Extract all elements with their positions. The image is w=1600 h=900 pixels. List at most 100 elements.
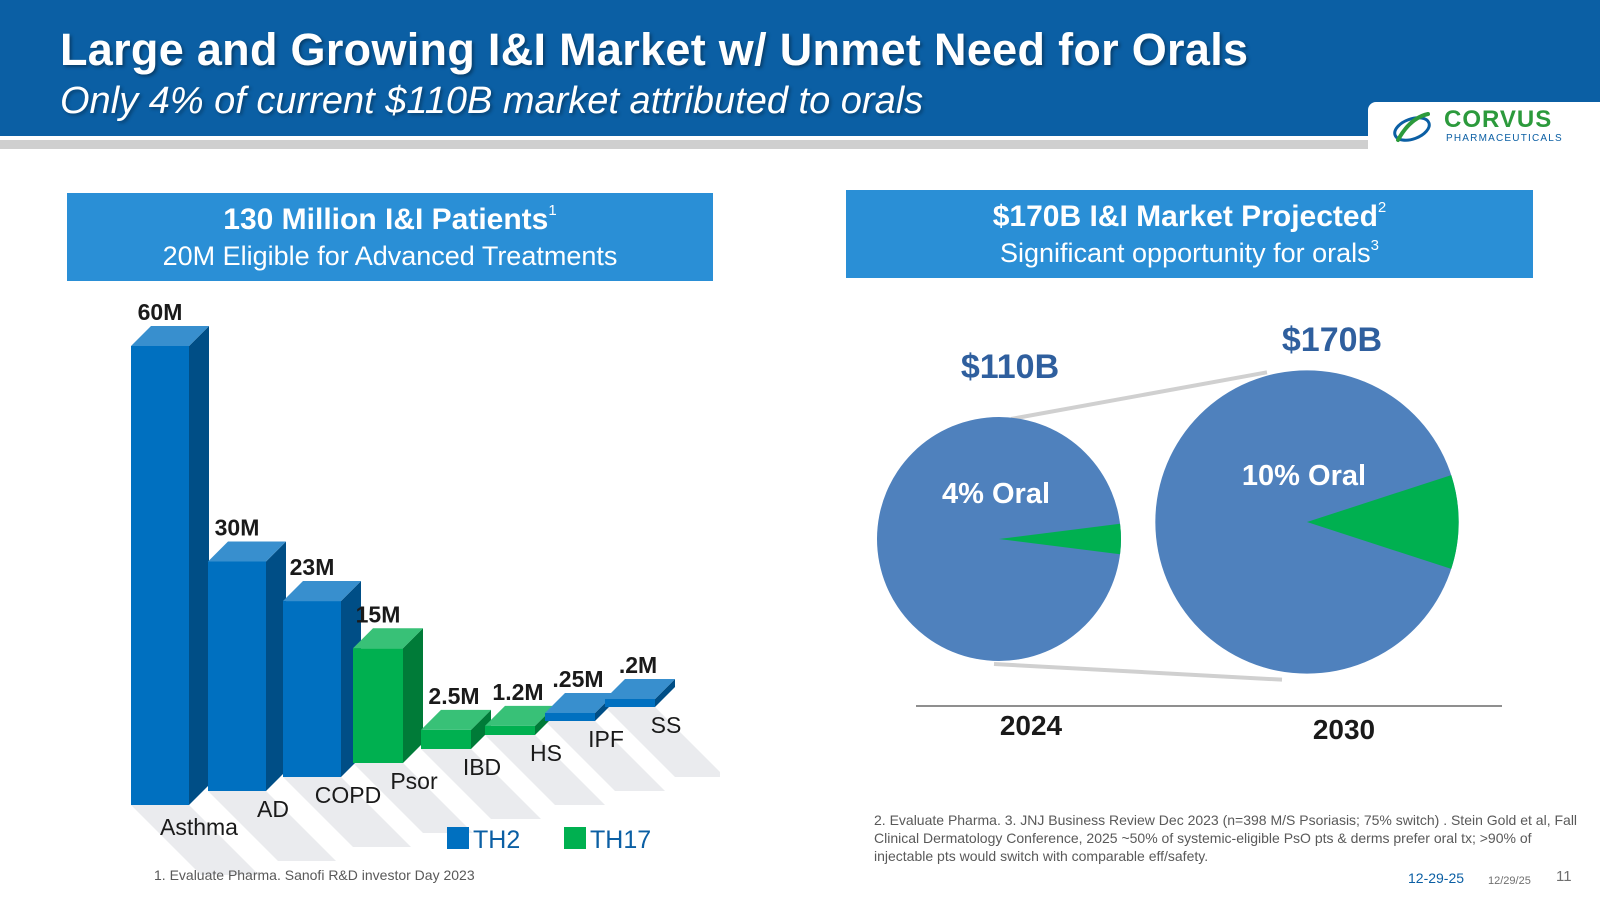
bar-top <box>353 628 423 649</box>
legend-item-th17: TH17 <box>564 826 651 854</box>
bar-psor <box>353 628 423 763</box>
pie-slice-oral <box>1307 475 1459 569</box>
bar-front <box>605 699 655 707</box>
bar-category-label: IBD <box>463 754 501 780</box>
footnote-ref-3: 3 <box>1370 237 1380 254</box>
pie-total-label: $170B <box>1282 321 1382 359</box>
bar-legend: TH2 TH17 <box>447 826 651 854</box>
page-number: 11 <box>1556 868 1572 885</box>
patients-banner-subtitle: 20M Eligible for Advanced Treatments <box>162 241 618 271</box>
bar-ad <box>208 541 286 791</box>
pie-2030: 10% Oral <box>1155 370 1459 674</box>
legend-label: TH17 <box>590 826 651 854</box>
pie-total-label: $110B <box>961 348 1059 386</box>
bar-side <box>655 679 675 707</box>
bar-category-label: IPF <box>588 726 624 752</box>
header-divider <box>0 140 1600 149</box>
bar-side <box>403 628 423 763</box>
bar-value-label: .2M <box>619 652 657 678</box>
bar-front <box>353 648 403 763</box>
patients-banner: 130 Million I&I Patients1 20M Eligible f… <box>67 193 713 281</box>
pie-year-label: 2030 <box>1313 714 1375 745</box>
bar-side <box>266 541 286 791</box>
bar-value-label: 30M <box>215 515 260 541</box>
bar-value-label: 60M <box>138 299 183 325</box>
bar-category-label: HS <box>530 740 562 766</box>
bar-front <box>421 729 471 749</box>
market-banner: $170B I&I Market Projected2 Significant … <box>846 190 1533 278</box>
legend-item-th2: TH2 <box>447 826 520 854</box>
market-banner-title: $170B I&I Market Projected <box>992 200 1378 233</box>
bar-value-labels: 60M 30M 23M 15M 2.5M 1.2M .25M .2M <box>138 299 658 709</box>
bar-ipf <box>545 693 615 721</box>
bar-shadow <box>208 791 336 861</box>
bar-value-label: 1.2M <box>492 679 543 705</box>
bar-front <box>485 725 535 735</box>
pie-2024: 4% Oral <box>877 417 1121 661</box>
bar-front <box>208 561 266 791</box>
patients-banner-title: 130 Million I&I Patients <box>223 203 549 236</box>
bars <box>131 326 675 805</box>
legend-label: TH2 <box>473 826 520 854</box>
bar-value-label: 2.5M <box>428 683 479 709</box>
bar-shadow <box>131 805 259 875</box>
bar-shadow <box>421 749 541 819</box>
bar-top <box>131 326 209 346</box>
bar-shadows <box>131 707 720 875</box>
bar-top <box>421 709 491 730</box>
connector-top <box>1010 370 1268 421</box>
market-banner-subtitle: Significant opportunity for orals <box>999 238 1371 268</box>
logo-wordmark: CORVUS <box>1444 106 1553 133</box>
footnote-left: 1. Evaluate Pharma. Sanofi R&D investor … <box>154 867 475 883</box>
legend-swatch <box>564 827 586 849</box>
pie-oral-label: 4% Oral <box>942 478 1050 510</box>
bar-shadow <box>605 707 720 777</box>
slide-subtitle: Only 4% of current $110B market attribut… <box>60 80 924 122</box>
bar-ibd <box>421 709 491 749</box>
slide-title: Large and Growing I&I Market w/ Unmet Ne… <box>60 24 1249 75</box>
bar-category-label: SS <box>651 712 682 738</box>
bar-category-label: Asthma <box>160 814 238 840</box>
pie-slice-oral <box>999 523 1121 555</box>
bar-value-label: 15M <box>356 601 401 627</box>
bar-shadow <box>545 721 665 791</box>
corvus-logo-icon <box>1393 112 1431 142</box>
bar-front <box>283 601 341 777</box>
bar-category-labels: Asthma AD COPD Psor IBD HS IPF SS <box>160 712 681 840</box>
footnote-right: 2. Evaluate Pharma. 3. JNJ Business Revi… <box>874 812 1578 864</box>
bar-front <box>545 713 595 721</box>
bar-side <box>189 326 209 805</box>
connector-bottom <box>993 662 1283 682</box>
footnote-ref-2: 2 <box>1377 199 1387 216</box>
bar-top <box>545 693 615 713</box>
patients-bar-chart: 60M 30M 23M 15M 2.5M 1.2M .25M .2M Asthma AD COPD P… <box>131 299 720 875</box>
bar-top <box>208 541 286 562</box>
bar-value-label: 23M <box>290 554 335 580</box>
bar-top <box>485 705 555 726</box>
bar-category-label: COPD <box>315 782 381 808</box>
header-band <box>0 0 1600 136</box>
company-logo: CORVUS PHARMACEUTICALS <box>1368 102 1600 152</box>
bar-shadow <box>283 777 411 847</box>
bar-category-label: Psor <box>390 768 438 794</box>
bar-copd <box>283 581 361 777</box>
market-pie-chart: 4% Oral $110B 2024 10% Oral $170B 2030 <box>877 321 1502 745</box>
bar-ss <box>605 679 675 707</box>
bar-asthma <box>131 326 209 805</box>
legend-swatch <box>447 827 469 849</box>
bar-top <box>283 581 361 602</box>
bar-shadow <box>353 763 473 833</box>
footnote-ref-1: 1 <box>548 202 557 219</box>
bar-value-label: .25M <box>552 666 603 692</box>
footer-date: 12-29-25 <box>1408 870 1465 886</box>
bar-shadow <box>485 735 605 805</box>
pie-oral-label: 10% Oral <box>1242 460 1366 492</box>
bar-hs <box>485 705 555 735</box>
bar-category-label: AD <box>257 796 289 822</box>
bar-front <box>131 346 189 805</box>
logo-subtext: PHARMACEUTICALS <box>1446 133 1563 144</box>
footer-date-small: 12/29/25 <box>1488 875 1531 887</box>
bar-top <box>605 679 675 699</box>
bar-side <box>471 709 491 749</box>
pie-year-label: 2024 <box>1000 710 1063 741</box>
